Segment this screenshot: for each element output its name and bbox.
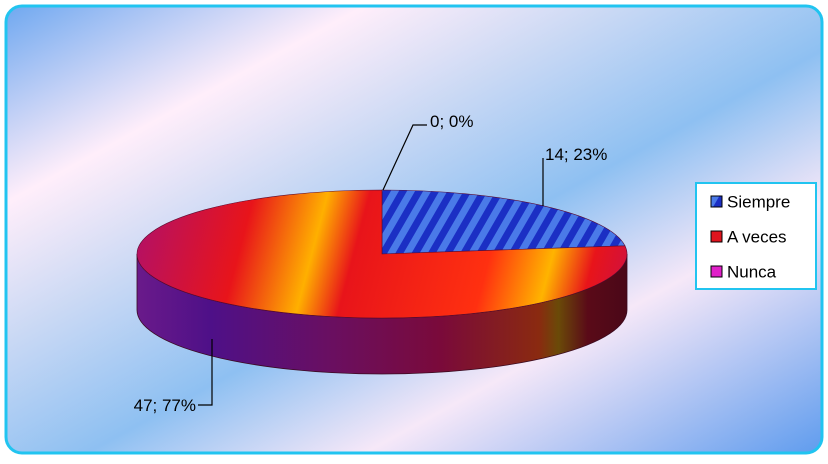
data-labels: 0; 0% 14; 23% 47; 77% (134, 112, 608, 415)
slice-a-veces (136, 189, 628, 319)
legend-label-siempre: Siempre (727, 193, 790, 212)
data-label-nunca: 0; 0% (430, 112, 473, 131)
legend-swatch-a-veces (710, 230, 723, 243)
data-label-nunca-leader-line (382, 124, 427, 191)
legend-swatch-nunca (710, 265, 723, 278)
legend-swatch-siempre (710, 195, 723, 208)
legend: Siempre A veces Nunca (695, 182, 817, 290)
data-label-a-veces: 47; 77% (134, 396, 196, 415)
data-label-a-veces-leader-line (198, 339, 213, 406)
pie-plot-area (136, 189, 628, 375)
data-label-siempre: 14; 23% (545, 145, 607, 164)
legend-item-siempre: Siempre (710, 193, 790, 212)
slice-siempre (381, 189, 626, 255)
legend-item-a-veces: A veces (710, 228, 787, 247)
legend-label-a-veces: A veces (727, 228, 787, 247)
legend-label-nunca: Nunca (727, 263, 777, 282)
legend-item-nunca: Nunca (710, 263, 777, 282)
